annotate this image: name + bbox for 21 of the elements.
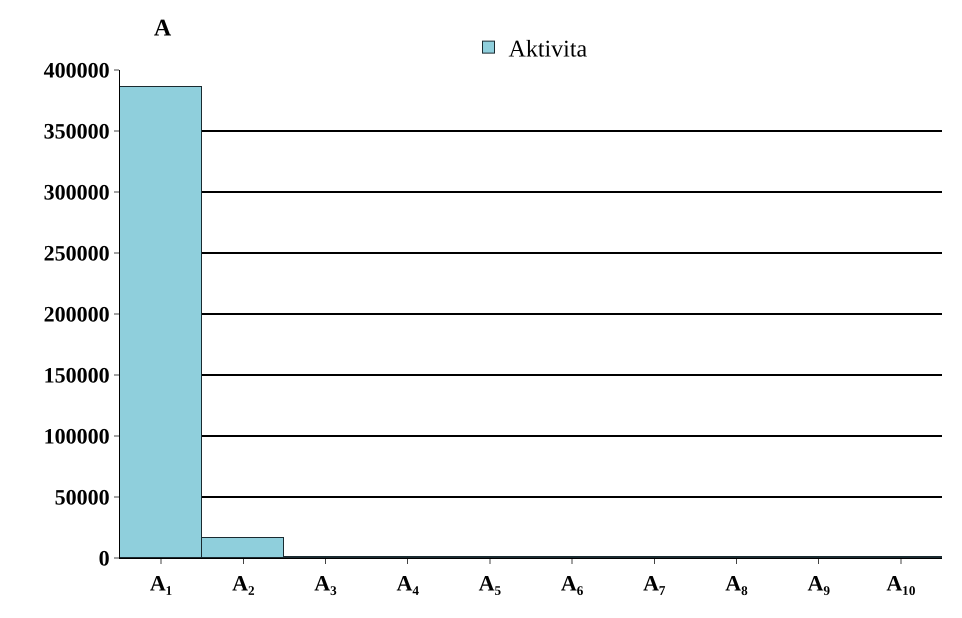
x-tick-label: A₁₀ <box>886 570 916 596</box>
y-tick-label: 250000 <box>44 240 110 266</box>
legend-label: Aktivita <box>508 36 588 62</box>
x-tick-label: A₉ <box>807 570 830 596</box>
x-tick-label: A₁ <box>150 570 172 596</box>
x-tick-label: A₆ <box>560 570 584 596</box>
y-tick-label: 300000 <box>44 180 110 205</box>
y-tick-label: 100000 <box>44 424 110 449</box>
chart-title: A <box>154 15 172 42</box>
y-tick-label: 200000 <box>44 302 110 327</box>
x-tick-label: A₇ <box>643 570 666 596</box>
x-tick-label: A₈ <box>725 570 748 596</box>
x-tick-label: A₄ <box>396 570 420 596</box>
x-tick-label: A₂ <box>232 570 255 596</box>
x-tick-label: A₃ <box>314 570 338 596</box>
y-tick-label: 50000 <box>54 484 110 510</box>
y-tick-label: 400000 <box>44 58 110 83</box>
y-tick-label: 150000 <box>44 362 110 388</box>
x-tick-label: A₅ <box>478 570 502 596</box>
y-tick-label: 0 <box>98 546 110 571</box>
y-tick-label: 350000 <box>44 118 110 144</box>
